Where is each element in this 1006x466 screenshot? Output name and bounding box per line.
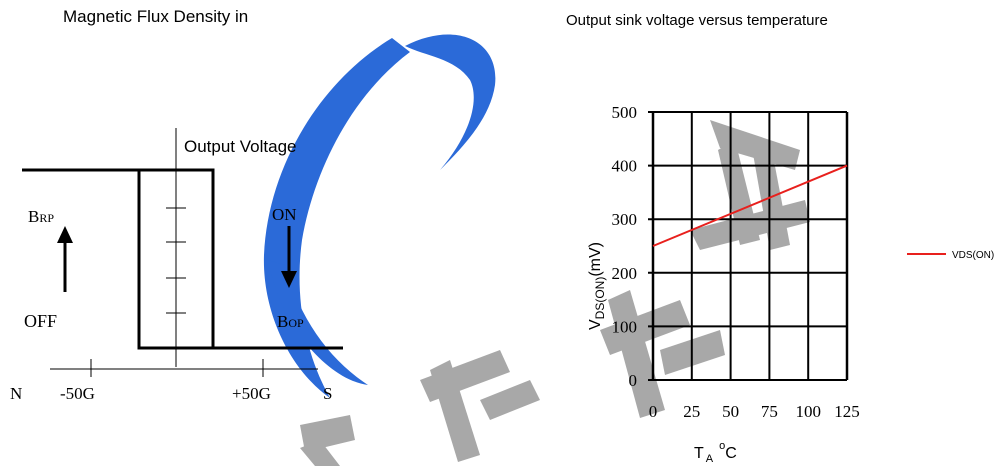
y-tick-label: 200 xyxy=(612,264,638,283)
chart-series xyxy=(652,164,848,247)
y-axis-label-sub: DS(ON) xyxy=(593,277,607,320)
brp-main: B xyxy=(28,207,39,226)
down-arrow-icon xyxy=(281,271,297,288)
x-axis-label-sup: o xyxy=(719,440,725,452)
y-tick-labels: 0 100 200 300 400 500 xyxy=(612,103,638,390)
bop-main: B xyxy=(277,312,288,331)
x-axis-label-unit: C xyxy=(725,445,737,462)
y-axis-label-unit: (mV) xyxy=(587,242,604,277)
watermark-blue-hook xyxy=(405,34,496,170)
y-tick-label: 500 xyxy=(612,103,638,122)
brp-subscript: RP xyxy=(39,211,54,225)
chart-grid xyxy=(648,111,849,381)
hysteresis-title: Magnetic Flux Density in xyxy=(63,7,249,26)
watermark-blue-tail xyxy=(268,260,368,385)
x-axis-label: T AoC xyxy=(694,440,737,465)
axis-label-pos50g: +50G xyxy=(232,384,271,403)
y-tick-label: 400 xyxy=(612,157,638,176)
x-tick-label: 25 xyxy=(683,402,700,421)
watermark xyxy=(263,34,810,466)
x-tick-label: 50 xyxy=(722,402,739,421)
off-label: OFF xyxy=(24,311,57,331)
legend: VDS(ON) xyxy=(907,250,994,261)
x-tick-labels: 0 25 50 75 100 125 xyxy=(649,402,860,421)
on-label: ON xyxy=(272,205,297,224)
y-tick-label: 300 xyxy=(612,210,638,229)
hysteresis-loop xyxy=(22,168,343,350)
bop-subscript: OP xyxy=(288,316,304,330)
hysteresis-return-path xyxy=(137,170,213,350)
x-axis-label-main: T xyxy=(694,445,704,462)
y-tick-label: 100 xyxy=(612,317,638,336)
axis-label-n: N xyxy=(10,384,22,403)
chart-title: Output sink voltage versus temperature xyxy=(566,12,828,29)
x-axis-label-sub: A xyxy=(706,453,714,465)
y-axis-label-main: V xyxy=(587,319,604,330)
y-axis-label: VDS(ON)(mV) xyxy=(587,242,607,330)
watermark-gray-glyphs xyxy=(300,120,810,466)
x-tick-label: 100 xyxy=(795,402,821,421)
hysteresis-diagram: Output Voltage BRP OFF ON BOP N -50G +50… xyxy=(10,128,343,403)
axis-label-s: S xyxy=(323,384,332,403)
y-tick-label: 0 xyxy=(629,371,638,390)
output-voltage-label: Output Voltage xyxy=(184,137,296,156)
axis-label-neg50g: -50G xyxy=(60,384,95,403)
legend-label: VDS(ON) xyxy=(952,250,994,261)
series-line-vds-on xyxy=(652,164,848,247)
brp-label: BRP xyxy=(28,207,54,226)
x-tick-label: 125 xyxy=(834,402,860,421)
x-tick-label: 0 xyxy=(649,402,658,421)
x-tick-label: 75 xyxy=(761,402,778,421)
up-arrow-icon xyxy=(57,226,73,243)
bop-label: BOP xyxy=(277,312,304,331)
